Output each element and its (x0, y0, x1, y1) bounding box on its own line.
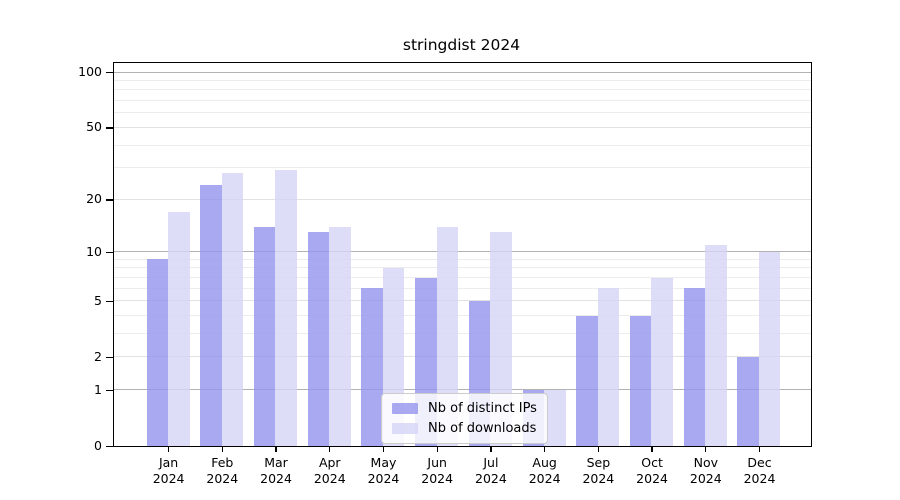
gridline-minor (114, 100, 811, 102)
legend-swatch-distinct-ips (392, 403, 418, 414)
x-axis-tick (382, 446, 385, 452)
x-axis-tick (436, 446, 438, 452)
gridline-mid (114, 198, 811, 200)
gridline-minor (114, 277, 811, 279)
gridline-minor (114, 112, 811, 114)
legend-swatch-downloads (392, 423, 418, 434)
x-axis-tick (329, 446, 331, 452)
gridline-major (114, 71, 811, 73)
gridline-mid (114, 300, 811, 302)
y-tick-label-50: 50 (86, 119, 102, 135)
y-tick-label-10: 10 (86, 243, 102, 259)
x-tick-label-nov: Nov 2024 (689, 455, 722, 486)
x-tick-label-jan: Jan 2024 (152, 455, 185, 486)
legend: Nb of distinct IPs Nb of downloads (381, 393, 548, 444)
x-tick-label-jul: Jul 2024 (475, 455, 507, 486)
bar-distinct-ips-mar (253, 226, 276, 446)
bar-downloads-aug (544, 389, 566, 446)
y-axis-tick (106, 445, 113, 448)
gridline-minor (114, 333, 811, 335)
x-tick-label-dec: Dec 2024 (743, 455, 776, 486)
x-axis-tick (705, 446, 707, 452)
bar-downloads-jul (490, 232, 512, 446)
legend-label-downloads: Nb of downloads (428, 421, 537, 436)
bar-downloads-nov (705, 244, 727, 446)
gridline-major (114, 251, 811, 253)
x-axis-tick (275, 446, 277, 452)
x-tick-label-aug: Aug 2024 (528, 455, 561, 486)
x-axis-tick (597, 446, 600, 452)
gridline-minor (114, 287, 811, 289)
chart-title: stringdist 2024 (402, 36, 521, 54)
y-axis-tick (106, 356, 113, 359)
bar-downloads-feb (221, 173, 244, 446)
x-axis-tick (490, 446, 492, 452)
legend-item-distinct-ips: Nb of distinct IPs (392, 401, 537, 416)
y-axis-tick (106, 251, 113, 254)
bar-downloads-apr (329, 226, 351, 446)
x-tick-label-feb: Feb 2024 (206, 455, 239, 486)
bar-distinct-ips-may (361, 288, 383, 446)
gridline-mid (114, 126, 811, 128)
bar-distinct-ips-jan (146, 259, 168, 446)
bar-distinct-ips-nov (683, 288, 706, 446)
y-axis-tick (106, 71, 113, 74)
y-axis-tick (106, 127, 113, 129)
plot-area: Nb of distinct IPs Nb of downloads (113, 62, 812, 447)
x-tick-label-apr: Apr 2024 (313, 455, 346, 486)
bar-downloads-jun (436, 226, 459, 446)
gridline-minor (114, 89, 811, 91)
x-axis-tick (221, 446, 223, 452)
bar-downloads-dec (758, 251, 781, 446)
x-tick-label-sep: Sep 2024 (582, 455, 615, 486)
y-axis-tick (106, 389, 113, 392)
y-axis-tick (106, 300, 113, 303)
y-tick-label-20: 20 (86, 191, 102, 207)
x-axis-tick (543, 446, 546, 452)
bar-distinct-ips-dec (737, 357, 759, 446)
x-tick-label-jun: Jun 2024 (421, 455, 454, 486)
gridline-major (114, 389, 811, 391)
bar-downloads-oct (651, 277, 673, 446)
legend-label-distinct-ips: Nb of distinct IPs (428, 401, 537, 416)
bar-downloads-sep (597, 288, 620, 446)
x-tick-label-may: May 2024 (367, 455, 400, 486)
legend-item-downloads: Nb of downloads (392, 421, 537, 436)
gridline-minor (114, 144, 811, 146)
y-tick-label-1: 1 (94, 381, 102, 397)
gridline-minor (114, 258, 811, 260)
gridline-minor (114, 167, 811, 169)
bar-downloads-mar (275, 170, 297, 446)
gridline-minor (114, 315, 811, 317)
bar-downloads-jan (168, 211, 190, 446)
bar-distinct-ips-apr (307, 232, 330, 446)
bar-distinct-ips-sep (576, 315, 598, 446)
y-tick-label-0: 0 (94, 438, 102, 453)
gridline-minor (114, 80, 811, 82)
bar-distinct-ips-feb (200, 185, 222, 446)
y-tick-label-2: 2 (94, 348, 102, 364)
gridline-mid (114, 356, 811, 358)
x-axis-tick (167, 446, 170, 452)
gridline-minor (114, 267, 811, 269)
x-axis-tick (758, 446, 761, 452)
x-axis-tick (651, 446, 653, 452)
bar-distinct-ips-oct (629, 315, 652, 446)
y-tick-label-5: 5 (94, 292, 102, 308)
y-tick-label-100: 100 (78, 64, 102, 80)
x-tick-label-mar: Mar 2024 (260, 455, 292, 486)
y-axis-tick (106, 199, 113, 201)
x-tick-label-oct: Oct 2024 (636, 455, 668, 486)
